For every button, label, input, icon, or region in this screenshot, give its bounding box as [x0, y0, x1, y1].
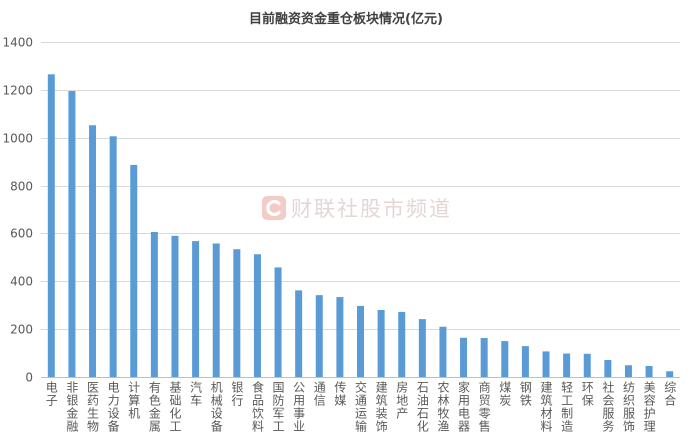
x-tick-label: 有色金属 [147, 381, 162, 433]
x-tick-label: 医药生物 [85, 381, 100, 433]
x-tick-label: 纺织服饰 [621, 381, 636, 433]
bar [130, 164, 138, 377]
x-tick-label: 国防军工 [271, 381, 286, 433]
bar [418, 319, 426, 377]
bar [47, 74, 55, 378]
bar [68, 91, 76, 378]
x-tick-label: 食品饮料 [250, 381, 265, 433]
x-tick-label: 环保 [580, 381, 595, 407]
y-tick-label: 1200 [2, 84, 33, 98]
bar [521, 346, 529, 377]
x-tick-label: 交通运输 [353, 381, 368, 433]
x-tick-label: 传媒 [332, 381, 347, 407]
bar [212, 243, 220, 377]
bar [89, 125, 97, 378]
bar [604, 360, 612, 377]
x-tick-label: 电力设备 [106, 381, 121, 433]
y-tick-label: 600 [10, 227, 33, 241]
x-tick-label: 计算机 [126, 381, 141, 420]
x-tick-label: 农林牧渔 [435, 381, 450, 433]
bar [645, 365, 653, 377]
y-tick-label: 0 [25, 371, 33, 385]
bar [315, 295, 323, 377]
bar [563, 353, 571, 377]
watermark-text: 财联社股市频道 [291, 197, 452, 221]
logo-icon [262, 196, 286, 220]
y-axis-ticks: 0 200 400 600 800 1000 1200 1400 [2, 36, 33, 385]
bar [357, 305, 364, 377]
bar [377, 310, 385, 377]
bar [460, 337, 468, 377]
x-tick-label: 银行 [229, 381, 244, 407]
y-tick-label: 1400 [2, 36, 33, 50]
x-tick-label: 通信 [312, 381, 327, 407]
x-tick-label: 综合 [662, 381, 677, 407]
x-tick-label: 煤炭 [497, 381, 512, 407]
y-tick-label: 400 [10, 275, 33, 289]
bar [171, 235, 179, 377]
x-tick-label: 机械设备 [209, 381, 224, 433]
bar [253, 254, 261, 377]
bar [583, 353, 591, 377]
x-tick-label: 汽车 [188, 381, 203, 407]
bar [542, 351, 550, 377]
x-tick-label: 基础化工 [167, 381, 182, 433]
x-tick-label: 电子 [44, 381, 59, 407]
bars [47, 74, 674, 378]
x-tick-label: 建筑装饰 [374, 381, 389, 433]
y-tick-label: 800 [10, 180, 33, 194]
bar [624, 365, 632, 377]
x-tick-label: 美容护理 [642, 381, 657, 433]
bar [666, 371, 674, 377]
y-tick-label: 1000 [2, 132, 33, 146]
x-tick-label: 非银金融 [64, 381, 79, 433]
bar [274, 267, 282, 377]
chart-title: 目前融资资金重仓板块情况(亿元) [249, 12, 443, 27]
x-tick-label: 房地产 [394, 381, 409, 420]
bar [295, 290, 303, 377]
x-tick-label: 轻工制造 [559, 381, 574, 433]
y-tick-label: 200 [10, 323, 33, 337]
bar [501, 341, 509, 377]
x-tick-label: 社会服务 [600, 381, 615, 433]
x-tick-label: 商贸零售 [477, 381, 492, 433]
bar [480, 338, 488, 377]
bar [439, 326, 447, 377]
bar [150, 231, 158, 377]
bar [233, 249, 241, 377]
x-tick-label: 建筑材料 [539, 381, 554, 433]
watermark: 财联社股市频道 [262, 195, 452, 221]
x-tick-label: 家用电器 [456, 381, 471, 433]
bar [109, 136, 117, 377]
bar [398, 311, 406, 377]
x-tick-label: 石油石化 [415, 381, 430, 433]
x-tick-label: 钢铁 [518, 381, 533, 407]
bar [336, 297, 344, 377]
x-tick-label: 公用事业 [291, 381, 306, 433]
bar [192, 241, 200, 377]
